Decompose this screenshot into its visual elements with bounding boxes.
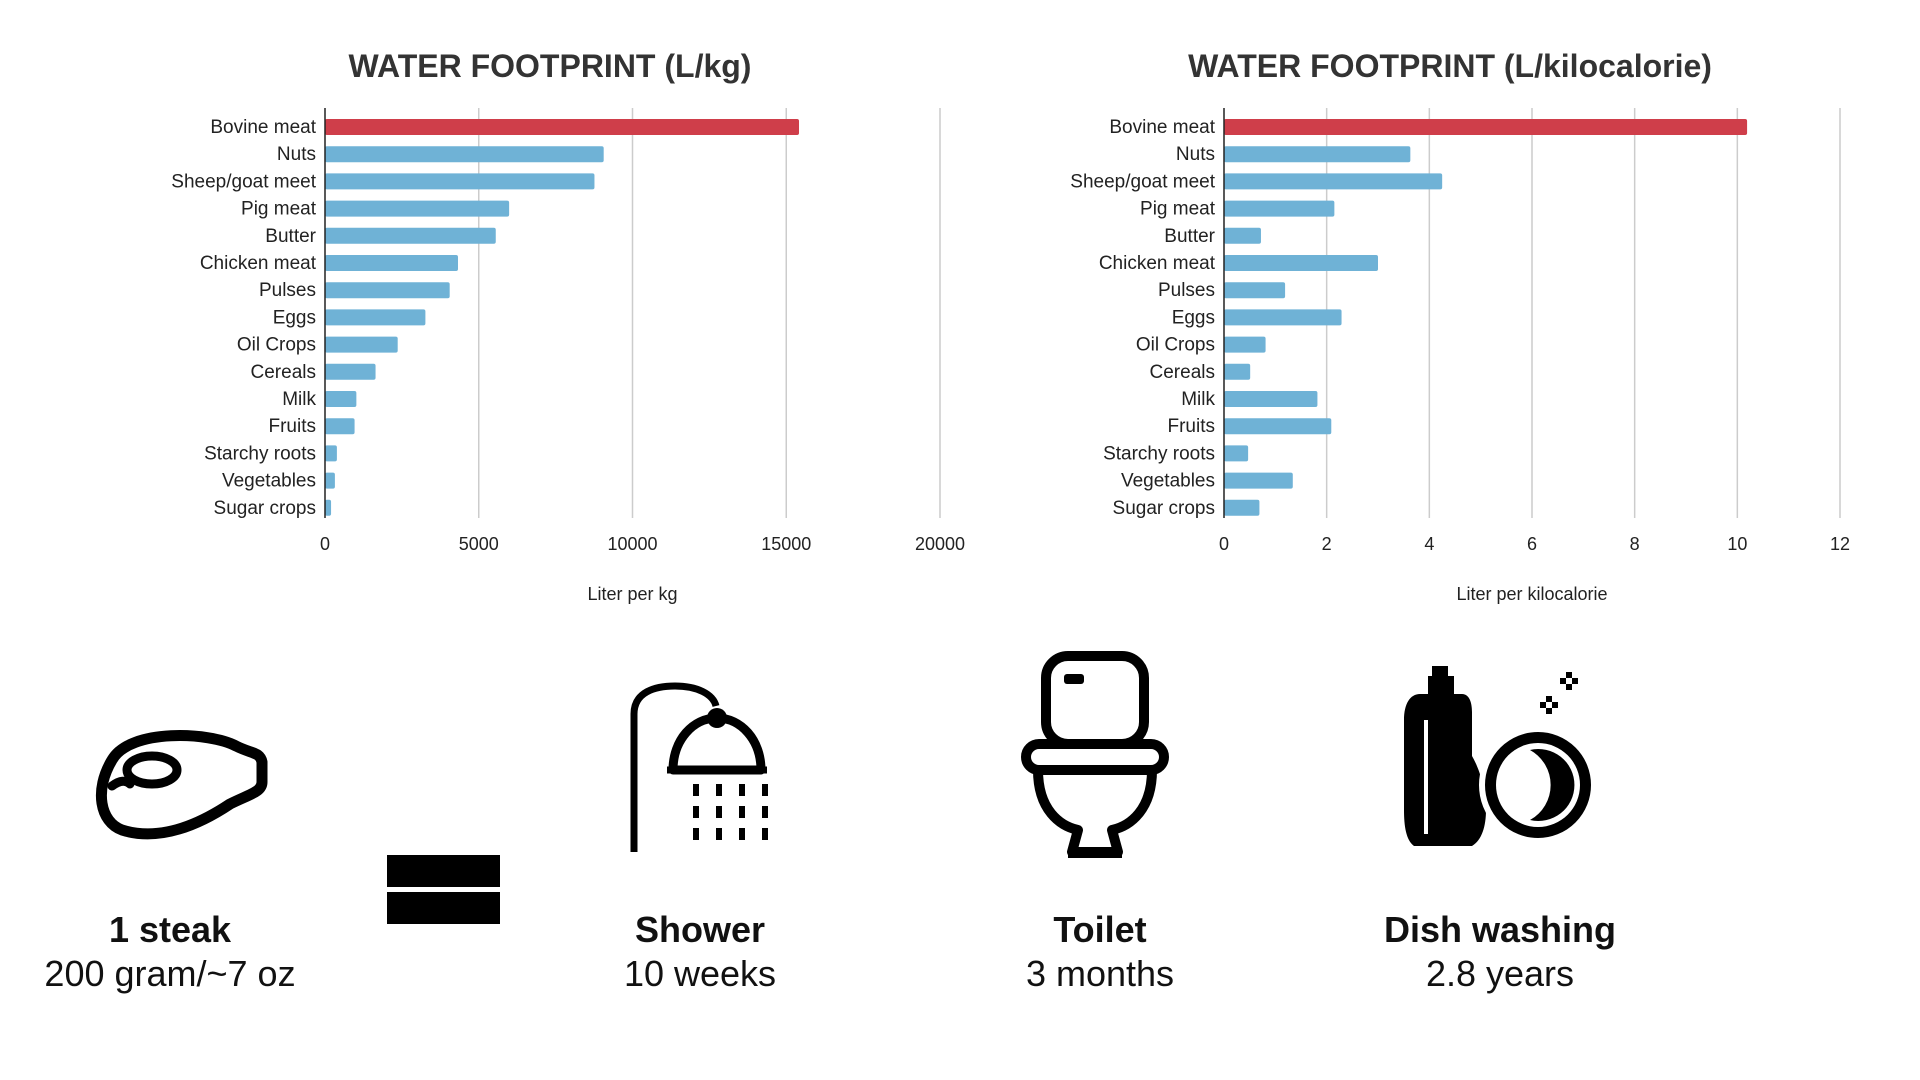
chart2-bar [1224, 363, 1251, 380]
shower-subtitle: 10 weeks [623, 953, 777, 994]
chart1-bar [325, 255, 458, 271]
chart2-x-axis-label: Liter per kilocalorie [1456, 584, 1607, 604]
chart1-category-label: Sugar crops [214, 498, 316, 519]
chart2-bar [1224, 309, 1342, 326]
chart2-bar [1224, 282, 1286, 299]
shower-title: Shower [634, 909, 766, 950]
chart2-bar [1224, 499, 1260, 516]
chart2-category-label: Pulses [1158, 280, 1215, 301]
chart1-tick-label: 5000 [459, 534, 499, 554]
dish-washing-caption: Dish washing 2.8 years [1320, 908, 1680, 996]
chart1-category-label: Pulses [259, 280, 316, 301]
chart2-tick-label: 2 [1322, 534, 1332, 554]
chart1-bar [325, 472, 335, 489]
chart1-title: WATER FOOTPRINT (L/kg) [349, 48, 752, 84]
chart1-tick-label: 20000 [915, 534, 965, 554]
chart2-tick-label: 0 [1219, 534, 1229, 554]
dish-washing-icon [1400, 660, 1600, 860]
shower-icon [625, 680, 805, 860]
toilet-icon [1020, 650, 1170, 860]
chart2-bar [1224, 200, 1335, 217]
chart2-category-label: Oil Crops [1136, 335, 1215, 356]
dish-washing-subtitle: 2.8 years [1425, 953, 1575, 994]
chart2-bar [1224, 227, 1261, 244]
toilet-subtitle: 3 months [1025, 953, 1175, 994]
chart2-category-label: Eggs [1172, 307, 1215, 328]
chart2-category-label: Bovine meat [1109, 117, 1215, 138]
shower-caption: Shower 10 weeks [520, 908, 880, 996]
chart2-bar [1224, 418, 1332, 435]
chart1-category-label: Vegetables [222, 471, 316, 492]
chart1-bar [325, 309, 426, 326]
chart1-bar [325, 173, 595, 190]
chart2-category-label: Sheep/goat meet [1070, 171, 1215, 192]
chart2-category-label: Butter [1164, 226, 1215, 247]
chart1-category-label: Cereals [251, 362, 316, 383]
chart1-bar [325, 363, 376, 380]
toilet-caption: Toilet 3 months [920, 908, 1280, 996]
chart2-bar [1224, 173, 1443, 190]
chart1-category-label: Oil Crops [237, 335, 316, 356]
chart1-category-label: Eggs [273, 307, 316, 328]
chart1-tick-label: 15000 [761, 534, 811, 554]
steak-subtitle: 200 gram/~7 oz [44, 953, 296, 994]
chart1-category-label: Sheep/goat meet [171, 171, 316, 192]
steak-caption: 1 steak 200 gram/~7 oz [0, 908, 350, 996]
steak-icon [90, 720, 270, 850]
chart2-category-label: Vegetables [1121, 471, 1215, 492]
chart1-bar [325, 146, 604, 163]
chart1-tick-label: 10000 [607, 534, 657, 554]
chart2-bar [1224, 255, 1378, 271]
toilet-title: Toilet [1053, 909, 1147, 950]
chart2-bar [1224, 391, 1318, 407]
dish-washing-title: Dish washing [1383, 909, 1617, 950]
chart1-bar [325, 445, 337, 462]
chart1-bar [325, 282, 450, 299]
chart2-category-label: Starchy roots [1103, 443, 1215, 464]
chart1-bar [325, 391, 357, 407]
chart1-bar [325, 499, 332, 516]
chart1-category-label: Starchy roots [204, 443, 316, 464]
chart1-tick-label: 0 [320, 534, 330, 554]
chart2-bar [1224, 119, 1748, 135]
chart1-category-label: Butter [265, 226, 316, 247]
chart2-category-label: Fruits [1168, 416, 1216, 437]
chart2-category-label: Nuts [1176, 144, 1215, 165]
chart2-category-label: Cereals [1150, 362, 1215, 383]
steak-title: 1 steak [108, 909, 232, 950]
chart1-category-label: Milk [282, 389, 316, 410]
chart1-bar [325, 227, 496, 244]
chart1-category-label: Pig meat [241, 199, 317, 220]
chart2-bar [1224, 146, 1411, 163]
chart2-tick-label: 8 [1630, 534, 1640, 554]
chart1-bar [325, 336, 398, 353]
chart2-tick-label: 12 [1830, 534, 1850, 554]
chart2-category-label: Milk [1181, 389, 1215, 410]
chart1-x-axis-label: Liter per kg [587, 584, 677, 604]
chart2-category-label: Sugar crops [1113, 498, 1215, 519]
chart1-bar [325, 200, 510, 217]
chart2-bar [1224, 336, 1266, 353]
charts-canvas: WATER FOOTPRINT (L/kg) 0 5000 10000 15000 200… [171, 48, 1850, 604]
chart1-category-label: Bovine meat [210, 117, 316, 138]
chart2-bar [1224, 445, 1249, 462]
chart2-tick-label: 4 [1424, 534, 1434, 554]
chart1-category-label: Nuts [277, 144, 316, 165]
chart1-category-label: Fruits [269, 416, 317, 437]
chart2-title: WATER FOOTPRINT (L/kilocalorie) [1188, 48, 1712, 84]
chart2-bar [1224, 472, 1293, 489]
chart2-category-label: Chicken meat [1099, 253, 1216, 274]
chart1-bar [325, 119, 800, 135]
chart1-bar [325, 418, 355, 435]
chart1-category-label: Chicken meat [200, 253, 317, 274]
chart2-tick-label: 6 [1527, 534, 1537, 554]
chart2-category-label: Pig meat [1140, 199, 1216, 220]
chart2-tick-label: 10 [1727, 534, 1747, 554]
